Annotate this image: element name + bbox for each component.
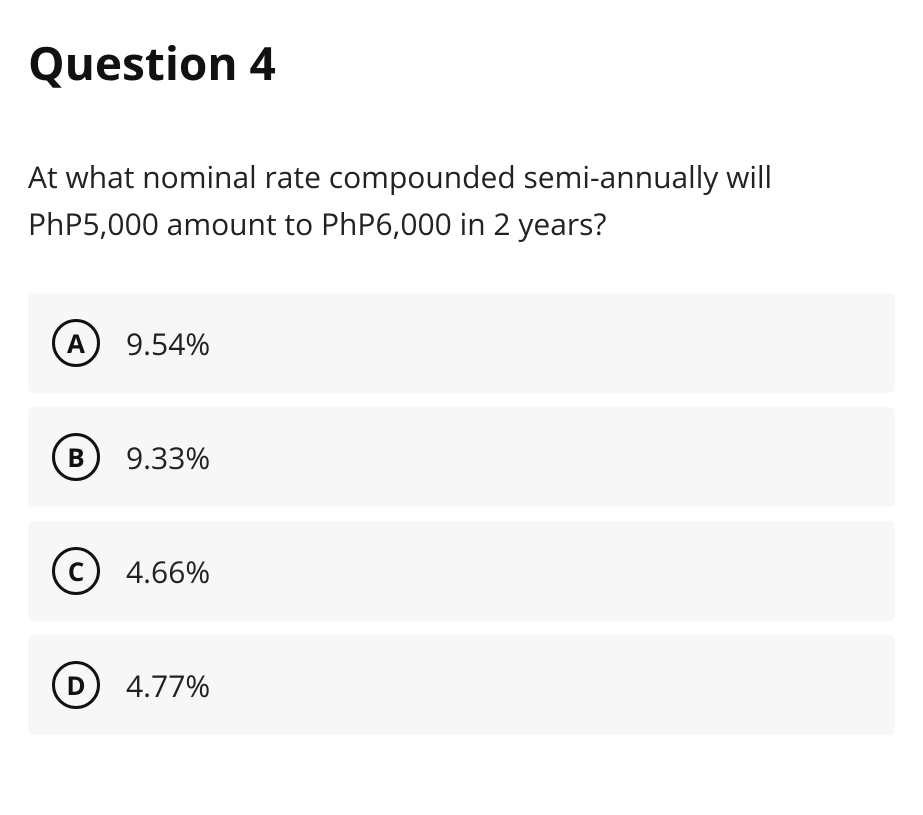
- option-text: 9.54%: [126, 323, 210, 364]
- option-c[interactable]: C 4.66%: [28, 521, 895, 621]
- option-letter-badge: B: [52, 433, 100, 481]
- options-list: A 9.54% B 9.33% C 4.66% D 4.77%: [28, 293, 895, 735]
- quiz-page: Question 4 At what nominal rate compound…: [0, 0, 923, 755]
- option-letter-badge: C: [52, 547, 100, 595]
- question-title: Question 4: [28, 32, 895, 94]
- option-d[interactable]: D 4.77%: [28, 635, 895, 735]
- option-letter-badge: A: [52, 319, 100, 367]
- option-a[interactable]: A 9.54%: [28, 293, 895, 393]
- option-text: 4.66%: [126, 551, 210, 592]
- option-letter-badge: D: [52, 661, 100, 709]
- option-b[interactable]: B 9.33%: [28, 407, 895, 507]
- option-text: 4.77%: [126, 665, 210, 706]
- option-text: 9.33%: [126, 437, 210, 478]
- question-text: At what nominal rate compounded semi-ann…: [28, 154, 895, 247]
